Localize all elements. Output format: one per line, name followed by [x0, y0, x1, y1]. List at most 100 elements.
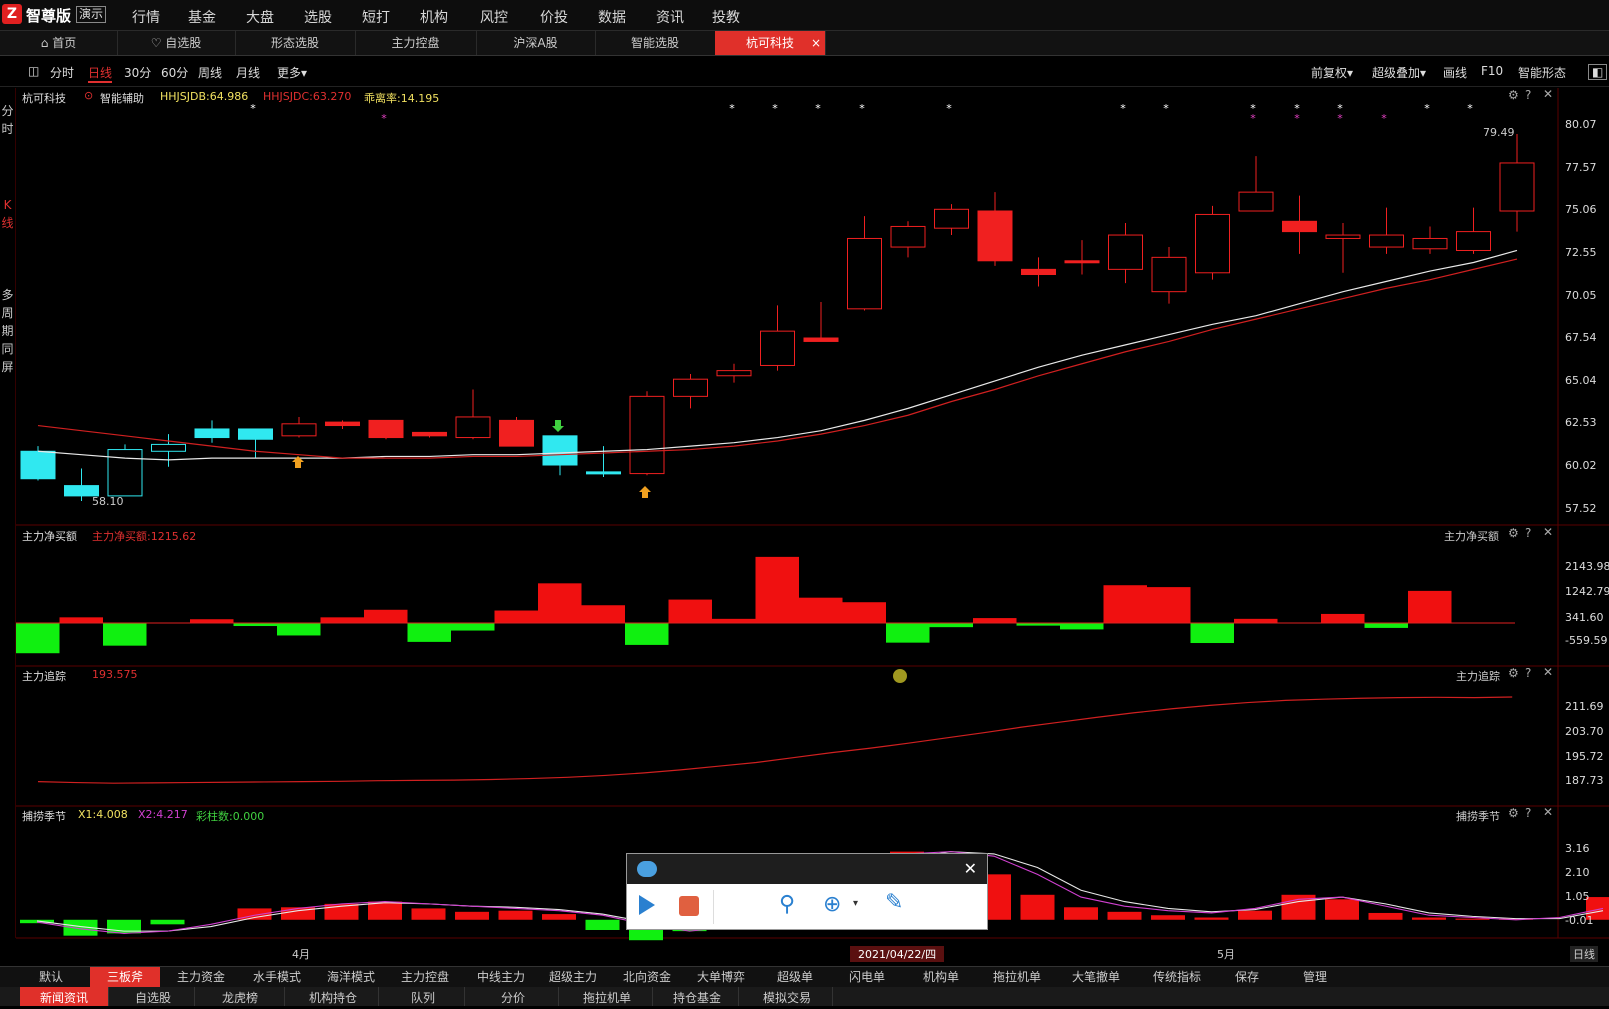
candle[interactable]	[194, 420, 230, 443]
candle[interactable]	[1282, 195, 1317, 254]
bottom-tab-12[interactable]: 机构单	[922, 970, 959, 984]
menu-item-1[interactable]: 基金	[188, 10, 216, 26]
candle[interactable]	[1108, 223, 1143, 284]
gear-icon[interactable]: ⚙	[1508, 666, 1519, 680]
close-icon[interactable]: ✕	[1543, 665, 1554, 679]
candle[interactable]	[107, 444, 143, 497]
toolbar-right-1[interactable]: 超级叠加▾	[1372, 66, 1427, 80]
toolbar-5[interactable]: 月线	[236, 66, 261, 80]
gear-icon[interactable]: ⚙	[1508, 88, 1519, 102]
bottom-tab-9[interactable]: 大单博弈	[696, 970, 745, 984]
bottom-tab-8[interactable]: 北向资金	[622, 970, 671, 984]
toolbar-3[interactable]: 60分	[161, 66, 189, 80]
view-multi-char1[interactable]: 多	[1, 288, 14, 302]
candle[interactable]	[499, 416, 534, 447]
candle[interactable]	[760, 305, 795, 371]
annotate-icon[interactable]: ⚲	[779, 892, 796, 917]
stop-icon[interactable]	[679, 896, 699, 916]
info-tab-2[interactable]: 龙虎榜	[196, 987, 285, 1006]
help-icon[interactable]: ?	[1525, 666, 1532, 680]
tab-3[interactable]: 主力控盘	[355, 31, 477, 55]
menu-item-0[interactable]: 行情	[132, 10, 160, 26]
menu-item-7[interactable]: 价投	[540, 10, 568, 26]
bottom-tab-13[interactable]: 拖拉机单	[992, 970, 1041, 984]
sidebar-toggle-icon[interactable]: ◧	[1588, 64, 1608, 80]
zoom-add-icon[interactable]: ⊕	[823, 892, 842, 917]
bottom-tab-16[interactable]: 保存	[1234, 970, 1259, 984]
menu-item-2[interactable]: 大盘	[246, 10, 274, 26]
candle[interactable]	[1412, 226, 1448, 254]
bottom-tab-4[interactable]: 海洋模式	[326, 970, 375, 984]
candle[interactable]	[1369, 207, 1404, 254]
toolbar-1[interactable]: 日线	[88, 64, 113, 83]
layout-toggle-icon[interactable]: ◫	[28, 64, 40, 78]
candle[interactable]	[977, 192, 1013, 266]
help-icon[interactable]: ?	[1525, 88, 1532, 102]
info-tab-8[interactable]: 模拟交易	[742, 987, 833, 1006]
pen-icon[interactable]: ✎	[885, 890, 904, 915]
assist-label[interactable]: 智能辅助	[100, 92, 144, 105]
info-tab-5[interactable]: 分价	[468, 987, 559, 1006]
view-intraday-char1[interactable]: 分	[1, 104, 14, 118]
view-kline-char2[interactable]: 线	[1, 216, 14, 230]
bottom-tab-1[interactable]: 三板斧	[90, 967, 160, 987]
candle[interactable]	[1456, 207, 1491, 254]
candle[interactable]	[934, 204, 969, 236]
bottom-tab-5[interactable]: 主力控盘	[400, 970, 449, 984]
help-icon[interactable]: ?	[1525, 526, 1532, 540]
toolbar-right-2[interactable]: 画线	[1443, 66, 1468, 80]
tab-1[interactable]: ♡ 自选股	[117, 31, 236, 55]
close-icon[interactable]: ✕	[1543, 525, 1554, 539]
candle[interactable]	[890, 221, 926, 258]
info-tab-0[interactable]: 新闻资讯	[20, 987, 109, 1006]
candle[interactable]	[1499, 133, 1535, 232]
candle[interactable]	[673, 374, 708, 409]
candle[interactable]	[368, 419, 404, 440]
candle[interactable]	[1325, 223, 1361, 273]
candle[interactable]	[325, 420, 360, 429]
candle[interactable]	[1238, 156, 1274, 212]
info-tab-7[interactable]: 持仓基金	[656, 987, 739, 1006]
tab-2[interactable]: 形态选股	[235, 31, 356, 55]
candle[interactable]	[629, 391, 665, 476]
view-multi-char2[interactable]: 周	[1, 306, 14, 320]
menu-item-8[interactable]: 数据	[598, 10, 626, 26]
period-label[interactable]: 日线	[1570, 946, 1598, 962]
bottom-tab-7[interactable]: 超级主力	[548, 970, 597, 984]
candle[interactable]	[1195, 205, 1230, 280]
bottom-tab-6[interactable]: 中线主力	[476, 970, 525, 984]
bottom-tab-3[interactable]: 水手模式	[252, 970, 301, 984]
candle[interactable]	[542, 435, 578, 476]
view-kline-char1[interactable]: K	[3, 198, 12, 212]
candle[interactable]	[1021, 257, 1056, 287]
bottom-tab-10[interactable]: 超级单	[776, 970, 813, 984]
candle[interactable]	[64, 468, 99, 502]
toolbar-4[interactable]: 周线	[198, 66, 223, 80]
play-icon[interactable]	[639, 895, 655, 915]
menu-item-6[interactable]: 风控	[480, 10, 508, 26]
recorder-close-icon[interactable]: ✕	[963, 859, 977, 878]
toolbar-right-0[interactable]: 前复权▾	[1311, 66, 1354, 80]
gear-icon[interactable]: ⚙	[1508, 806, 1519, 820]
candle[interactable]	[1151, 247, 1187, 304]
menu-item-4[interactable]: 短打	[362, 10, 390, 26]
assist-dropdown-icon[interactable]: ⊙	[84, 89, 94, 102]
close-icon[interactable]: ✕	[1543, 805, 1554, 819]
candle[interactable]	[803, 301, 839, 342]
close-icon[interactable]: ✕	[1543, 87, 1554, 101]
toolbar-0[interactable]: 分时	[50, 66, 75, 80]
view-multi-char5[interactable]: 屏	[1, 360, 14, 374]
bottom-tab-0[interactable]: 默认	[38, 970, 63, 984]
bottom-tab-14[interactable]: 大笔撤单	[1071, 970, 1120, 984]
candle[interactable]	[847, 216, 882, 311]
gear-icon[interactable]: ⚙	[1508, 526, 1519, 540]
candle[interactable]	[412, 431, 447, 438]
tab-6[interactable]: 杭可科技 ×	[715, 31, 826, 55]
candle[interactable]	[455, 389, 491, 440]
candle[interactable]	[151, 434, 186, 467]
view-multi-char3[interactable]: 期	[1, 324, 14, 338]
bottom-tab-2[interactable]: 主力资金	[176, 970, 225, 984]
candle[interactable]	[586, 446, 621, 478]
candle[interactable]	[20, 446, 56, 481]
toolbar-right-4[interactable]: 智能形态	[1518, 66, 1567, 80]
